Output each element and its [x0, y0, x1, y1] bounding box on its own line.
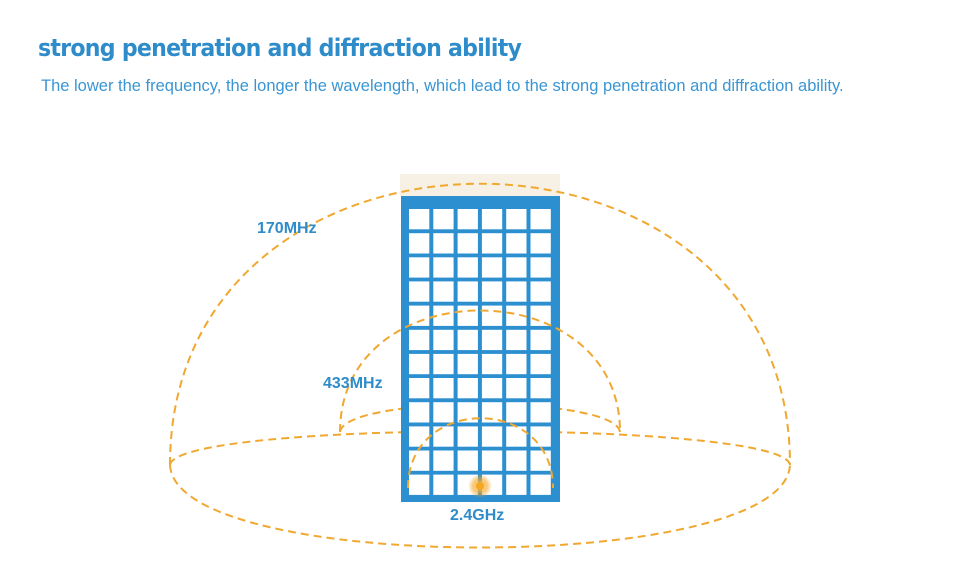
building-window [457, 450, 478, 471]
building-window [530, 257, 551, 278]
building-window [457, 233, 478, 254]
building-window [433, 450, 454, 471]
building-window [506, 257, 527, 278]
building-window [433, 402, 454, 423]
building-window [506, 233, 527, 254]
building-window [481, 233, 503, 254]
building-window [506, 329, 527, 351]
building-window [433, 426, 454, 447]
building-window [433, 257, 454, 278]
building-window [481, 281, 503, 302]
building-window [530, 329, 551, 351]
label-433mhz: 433MHz [323, 375, 383, 392]
building-window [506, 426, 527, 447]
building-window [433, 329, 454, 351]
building-window [481, 209, 503, 230]
building-window [481, 378, 503, 399]
building-window [433, 474, 454, 495]
building-window [457, 305, 478, 326]
building-window [530, 305, 551, 326]
building [400, 174, 560, 502]
building-window [506, 378, 527, 399]
building-window [481, 426, 503, 447]
building-window [433, 305, 454, 326]
building-window [481, 305, 503, 326]
building-window [530, 209, 551, 230]
building-window [457, 209, 478, 230]
building-window [433, 281, 454, 302]
building-window [530, 402, 551, 423]
building-window [506, 402, 527, 423]
building-window [530, 233, 551, 254]
label-170mhz: 170MHz [257, 220, 317, 237]
building-roof [400, 174, 560, 196]
building-window [481, 257, 503, 278]
building-window [457, 353, 478, 375]
page-title: strong penetration and diffraction abili… [38, 34, 522, 62]
building-window [409, 305, 430, 326]
label-2-4ghz: 2.4GHz [450, 507, 504, 524]
building-window [457, 257, 478, 278]
building-window [457, 402, 478, 423]
building-window [409, 281, 430, 302]
building-window [409, 426, 430, 447]
dome-2-4ghz [407, 417, 554, 489]
signal-source-icon [468, 474, 492, 498]
building-window [409, 233, 430, 254]
building-window [530, 450, 551, 471]
building-window [409, 353, 430, 375]
building-window [433, 378, 454, 399]
dome-170mhz [169, 182, 791, 466]
building-window [457, 281, 478, 302]
building-window [457, 378, 478, 399]
building-window [409, 378, 430, 399]
building-window [433, 209, 454, 230]
building-window [506, 209, 527, 230]
building-window [506, 450, 527, 471]
building-window [530, 378, 551, 399]
building-window [481, 402, 503, 423]
building-window [433, 353, 454, 375]
building-window [481, 450, 503, 471]
building-window [457, 329, 478, 351]
building-window [506, 281, 527, 302]
building-window [506, 353, 527, 375]
building-window [409, 257, 430, 278]
building-window [506, 305, 527, 326]
building-window [530, 474, 551, 495]
building-window [409, 402, 430, 423]
dome-170mhz-base-front [169, 464, 791, 549]
building-window [530, 426, 551, 447]
building-window [409, 474, 430, 495]
building-window [530, 353, 551, 375]
building-windows [409, 209, 551, 495]
building-window [409, 329, 430, 351]
building-window [481, 353, 503, 375]
page-subtitle: The lower the frequency, the longer the … [41, 77, 844, 95]
building-window [409, 209, 430, 230]
building-window [481, 329, 503, 351]
building-window [530, 281, 551, 302]
dome-433mhz [339, 309, 621, 433]
building-window [457, 426, 478, 447]
building-window [506, 474, 527, 495]
building-window [433, 233, 454, 254]
